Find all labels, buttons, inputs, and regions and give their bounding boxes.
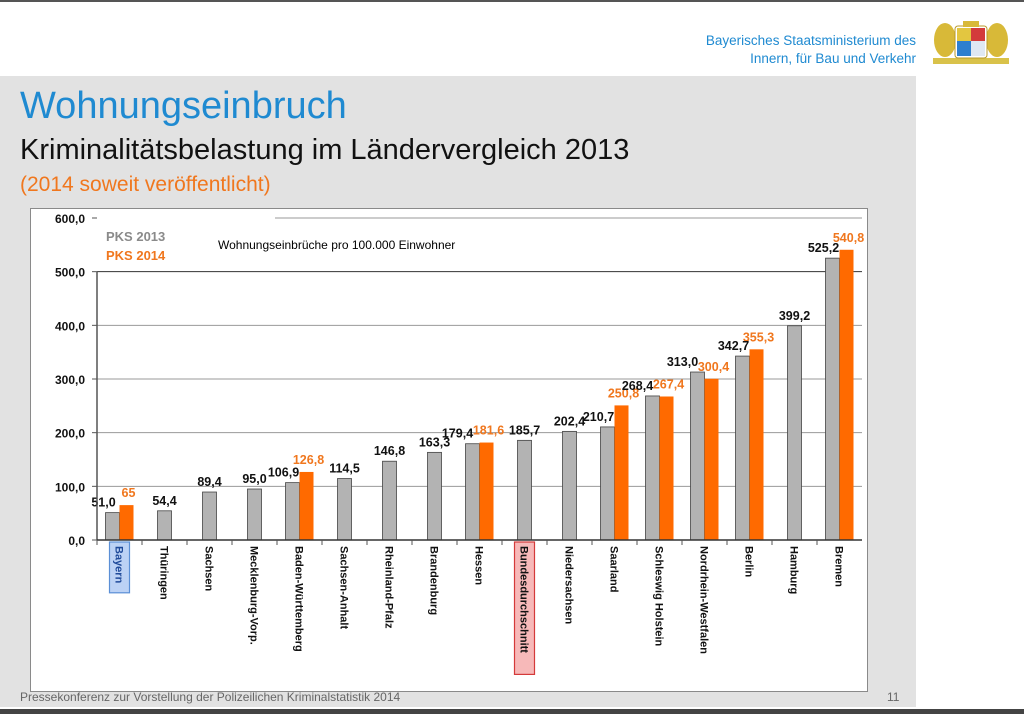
chart-title: Wohnungseinbrüche pro 100.000 Einwohner (218, 238, 455, 252)
axes: 0,0 100,0 200,0 300,0 400,0 500,0 600,0 (55, 212, 862, 548)
category-label: Bremen (833, 546, 845, 587)
category-highlight (108, 541, 131, 594)
category-label: Hessen (473, 546, 485, 585)
category-labels: Bayern Thüringen Sachsen Mecklenburg-Vorp. B… (108, 541, 845, 675)
data-label-2014: 540,8 (833, 231, 864, 245)
bar-2013 (427, 451, 442, 541)
category-label: Saarland (608, 546, 620, 592)
y-tick-label: 100,0 (55, 480, 85, 494)
y-tick-label: 600,0 (55, 212, 85, 226)
data-label-2013: 114,5 (329, 462, 360, 476)
category-label: Schleswig Holstein (653, 546, 665, 647)
category-label: Hamburg (788, 546, 800, 594)
data-label-2013: 268,4 (622, 379, 653, 393)
bar-2013 (465, 443, 480, 541)
data-label-2014: 65 (122, 486, 136, 500)
bar-2013 (247, 488, 262, 541)
bar-2014 (749, 349, 764, 540)
data-label-2014: 126,8 (293, 453, 324, 467)
data-label-2014: 355,3 (743, 330, 774, 344)
category-label: Sachsen-Anhalt (338, 546, 350, 629)
category-label: Nordrhein-Westfalen (698, 546, 710, 654)
data-label-2013: 95,0 (242, 472, 266, 486)
data-label-2013: 202,4 (554, 414, 585, 428)
bar-2014 (119, 505, 134, 540)
category-label: Mecklenburg-Vorp. (248, 546, 260, 645)
data-label-2013: 51,0 (91, 496, 115, 510)
data-label-2013: 106,9 (268, 466, 299, 480)
page-number: 11 (887, 690, 900, 704)
bar-2013 (690, 371, 705, 541)
bar-2013 (285, 482, 300, 541)
slide-note: (2014 soweit veröffentlicht) (20, 173, 271, 196)
data-label-2013: 399,2 (779, 309, 810, 323)
legend-2014: PKS 2014 (106, 248, 166, 263)
category-label: Thüringen (158, 546, 170, 600)
ministry-line-2: Innern, für Bau und Verkehr (750, 51, 916, 66)
data-label-2014: 267,4 (653, 377, 684, 391)
bar-2014 (659, 396, 674, 540)
slide-subtitle: Kriminalitätsbelastung im Ländervergleic… (20, 134, 630, 166)
bar-2014 (299, 471, 314, 540)
bar-2014 (704, 378, 719, 540)
y-tick-label: 200,0 (55, 427, 85, 441)
gridlines (97, 217, 862, 487)
legend-2013: PKS 2013 (106, 229, 165, 244)
bar-2013 (600, 426, 615, 541)
data-label-2014: 300,4 (698, 360, 729, 374)
bar-2013 (517, 439, 532, 541)
chart-frame (30, 208, 868, 692)
ministry-line-1: Bayerisches Staatsministerium des (705, 33, 916, 48)
data-label-2013: 342,7 (718, 339, 749, 353)
bottom-border (0, 709, 1024, 714)
bar-2013 (562, 430, 577, 541)
data-label-2013: 163,3 (419, 435, 450, 449)
bar-2013 (787, 325, 802, 541)
category-label: Rheinland-Pfalz (383, 546, 395, 629)
y-tick-label: 400,0 (55, 319, 85, 333)
bars (105, 249, 854, 541)
data-label-2014: 250,8 (608, 386, 639, 400)
y-tick-label: 500,0 (55, 266, 85, 280)
bar-2014 (614, 405, 629, 540)
category-label: Bayern (113, 546, 125, 584)
y-tick-label: 0,0 (68, 534, 85, 548)
data-label-2014: 181,6 (473, 424, 504, 438)
slide-title: Wohnungseinbruch (20, 85, 347, 127)
bar-2013 (105, 512, 120, 541)
data-label-2013: 313,0 (667, 355, 698, 369)
category-label: Baden-Württemberg (293, 546, 305, 652)
coat-of-arms-icon (933, 21, 1009, 64)
data-label-2013: 146,8 (374, 444, 405, 458)
bar-2013 (157, 510, 172, 541)
bar-2013 (825, 257, 840, 541)
y-tick-label: 300,0 (55, 373, 85, 387)
bar-2013 (337, 478, 352, 541)
category-label: Sachsen (203, 546, 215, 592)
bar-2013 (202, 491, 217, 541)
data-label-2013: 89,4 (197, 475, 221, 489)
bar-2013 (382, 460, 397, 541)
bar-2013 (645, 395, 660, 541)
category-label: Bundesdurchschnitt (518, 546, 530, 653)
category-label: Niedersachsen (563, 546, 575, 625)
data-label-2013: 185,7 (509, 423, 540, 437)
category-highlight (513, 541, 536, 675)
top-border (0, 0, 1024, 2)
bar-2014 (479, 442, 494, 540)
category-label: Berlin (743, 546, 755, 577)
data-label-2013: 525,2 (808, 241, 839, 255)
bar-2013 (735, 355, 750, 541)
category-label: Brandenburg (428, 546, 440, 615)
bar-2014 (839, 249, 854, 540)
footer-text: Pressekonferenz zur Vorstellung der Poli… (20, 690, 401, 704)
ministry-name: Bayerisches Staatsministerium des Innern… (706, 32, 916, 68)
data-label-2013: 210,7 (583, 410, 614, 424)
data-label-2013: 54,4 (152, 494, 176, 508)
data-label-2013: 179,4 (442, 427, 473, 441)
